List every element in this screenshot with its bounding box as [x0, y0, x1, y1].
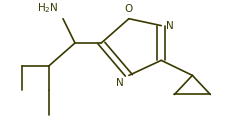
Text: H$_2$N: H$_2$N [37, 1, 58, 15]
Text: N: N [166, 21, 174, 31]
Text: N: N [116, 78, 124, 88]
Text: O: O [125, 4, 133, 14]
